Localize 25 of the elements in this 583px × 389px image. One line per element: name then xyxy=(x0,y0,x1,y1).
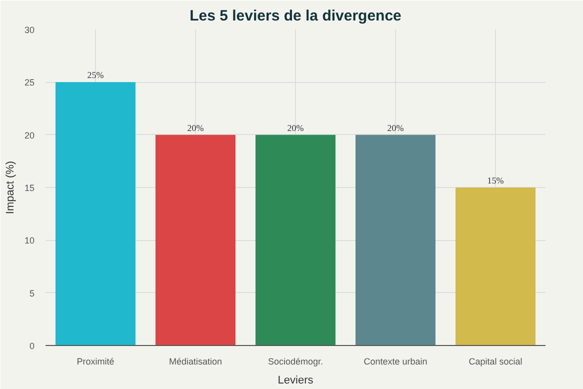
x-tick-label: Sociodémogr. xyxy=(268,356,324,366)
chart-title: Les 5 leviers de la divergence xyxy=(190,8,402,24)
y-tick-label: 0 xyxy=(29,341,35,351)
bar xyxy=(56,82,136,346)
data-label: 15% xyxy=(487,176,504,186)
x-tick-label: Proximité xyxy=(76,356,114,366)
bar xyxy=(456,188,536,346)
x-tick-label: Contexte urbain xyxy=(364,356,428,366)
y-tick-label: 5 xyxy=(29,288,35,298)
bar xyxy=(356,134,436,346)
data-label: 20% xyxy=(287,122,304,133)
x-tick-label: Capital social xyxy=(468,356,522,366)
data-label: 20% xyxy=(187,122,204,133)
x-tick-label: Médiatisation xyxy=(168,356,222,366)
y-tick-label: 25 xyxy=(24,78,35,88)
y-tick-label: 10 xyxy=(24,236,35,246)
y-tick-label: 15 xyxy=(24,183,35,193)
bar xyxy=(156,134,236,346)
bar xyxy=(256,134,336,346)
y-tick-label: 20 xyxy=(24,130,35,140)
data-label: 20% xyxy=(387,122,404,133)
y-axis-title: Impact (%) xyxy=(4,160,16,214)
y-tick-label: 30 xyxy=(24,25,35,35)
data-label: 25% xyxy=(87,70,104,80)
x-axis-title: Leviers xyxy=(278,374,314,386)
